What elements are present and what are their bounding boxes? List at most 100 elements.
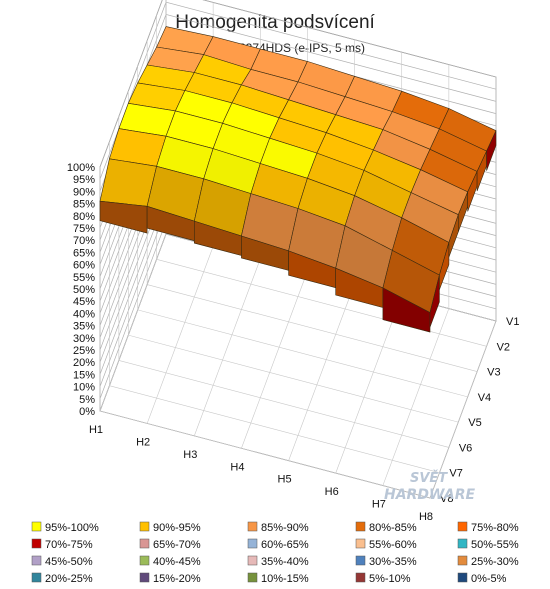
z-tick-label: 95%	[73, 174, 95, 186]
floor-gridline	[288, 283, 355, 461]
x-tick-label: H6	[325, 486, 339, 498]
legend-swatch	[355, 538, 366, 549]
legend-item: 75%-80%	[457, 521, 519, 534]
legend-item: 50%-55%	[457, 538, 519, 551]
legend-item: 20%-25%	[31, 572, 93, 585]
chart-title: Homogenita podsvícení	[175, 12, 375, 33]
z-tick-label: 30%	[73, 333, 95, 345]
z-tick-label: 15%	[73, 369, 95, 381]
legend-swatch	[457, 572, 468, 583]
legend-item: 80%-85%	[355, 521, 417, 534]
legend-label: 70%-75%	[45, 539, 93, 551]
legend-label: 90%-95%	[153, 522, 201, 534]
legend-label: 10%-15%	[261, 573, 309, 585]
legend-item: 0%-5%	[457, 572, 507, 585]
z-tick-label: 50%	[73, 284, 95, 296]
z-tick-label: 75%	[73, 223, 95, 235]
axis-ticks: 0%5%10%15%20%25%30%35%40%45%50%55%60%65%…	[67, 162, 520, 523]
x-tick-label: H8	[419, 511, 433, 523]
legend-swatch	[457, 555, 468, 566]
legend: 95%-100% 90%-95% 85%-90% 80%-85% 75%-80% 70%-…	[31, 521, 519, 585]
gridline	[99, 0, 497, 168]
watermark: SVĚT HARDWARE	[384, 470, 476, 503]
z-tick-label: 25%	[73, 345, 95, 357]
surface-cell	[99, 158, 157, 207]
legend-swatch	[247, 521, 258, 532]
z-tick-label: 90%	[73, 186, 95, 198]
legend-label: 65%-70%	[153, 539, 201, 551]
legend-label: 50%-55%	[471, 539, 519, 551]
legend-swatch	[31, 521, 42, 532]
legend-label: 40%-45%	[153, 556, 201, 568]
floor-gridline	[118, 360, 449, 448]
watermark-line2: HARDWARE	[384, 487, 476, 503]
legend-swatch	[31, 538, 42, 549]
legend-item: 35%-40%	[247, 555, 309, 568]
legend-item: 60%-65%	[247, 538, 309, 551]
legend-label: 75%-80%	[471, 522, 519, 534]
x-tick-label: H4	[230, 461, 244, 473]
x-tick-label: H1	[89, 424, 103, 436]
surface-skirt	[486, 130, 497, 171]
legend-swatch	[355, 572, 366, 583]
x-tick-label: H3	[183, 449, 197, 461]
legend-label: 95%-100%	[45, 522, 99, 534]
legend-label: 15%-20%	[153, 573, 201, 585]
legend-label: 35%-40%	[261, 556, 309, 568]
legend-label: 20%-25%	[45, 573, 93, 585]
legend-item: 85%-90%	[247, 521, 309, 534]
legend-label: 55%-60%	[369, 539, 417, 551]
z-tick-label: 100%	[67, 162, 95, 174]
floor-gridline	[147, 284, 478, 372]
x-tick-label: H5	[278, 474, 292, 486]
legend-label: 25%-30%	[471, 556, 519, 568]
legend-item: 15%-20%	[139, 572, 201, 585]
x-tick-label: H7	[372, 499, 386, 511]
z-tick-label: 45%	[73, 296, 95, 308]
y-tick-label: V8	[440, 493, 453, 505]
floor-gridline	[99, 233, 167, 412]
legend-item: 40%-45%	[139, 555, 201, 568]
floor-gridline	[156, 258, 487, 347]
legend-item: 5%-10%	[355, 572, 411, 585]
surface-skirt	[439, 242, 450, 290]
z-tick-label: 10%	[73, 382, 95, 394]
legend-item: 55%-60%	[355, 538, 417, 551]
legend-swatch	[355, 521, 366, 532]
legend-label: 30%-35%	[369, 556, 417, 568]
legend-swatch	[247, 538, 258, 549]
legend-item: 30%-35%	[355, 555, 417, 568]
y-tick-label: V1	[506, 316, 519, 328]
legend-item: 90%-95%	[139, 521, 201, 534]
floor-gridline	[335, 296, 402, 474]
z-tick-label: 0%	[79, 406, 95, 418]
floor-gridline	[194, 258, 261, 436]
z-tick-label: 65%	[73, 247, 95, 259]
legend-swatch	[247, 555, 258, 566]
z-tick-label: 70%	[73, 235, 95, 247]
legend-swatch	[247, 572, 258, 583]
y-tick-label: V2	[497, 341, 510, 353]
floor-gridline	[137, 309, 468, 398]
y-tick-label: V4	[478, 392, 491, 404]
legend-item: 25%-30%	[457, 555, 519, 568]
legend-label: 45%-50%	[45, 556, 93, 568]
legend-label: 85%-90%	[261, 522, 309, 534]
z-tick-label: 40%	[73, 308, 95, 320]
y-tick-label: V3	[487, 367, 500, 379]
legend-swatch	[31, 572, 42, 583]
z-tick-label: 55%	[73, 272, 95, 284]
legend-swatch	[139, 538, 150, 549]
legend-item: 10%-15%	[247, 572, 309, 585]
y-tick-label: V6	[459, 442, 472, 454]
legend-swatch	[139, 555, 150, 566]
legend-item: 45%-50%	[31, 555, 93, 568]
legend-swatch	[457, 521, 468, 532]
legend-item: 65%-70%	[139, 538, 201, 551]
legend-swatch	[457, 538, 468, 549]
floor-gridline	[128, 334, 459, 423]
y-tick-label: V5	[468, 417, 481, 429]
z-tick-label: 60%	[73, 260, 95, 272]
legend-item: 95%-100%	[31, 521, 99, 534]
